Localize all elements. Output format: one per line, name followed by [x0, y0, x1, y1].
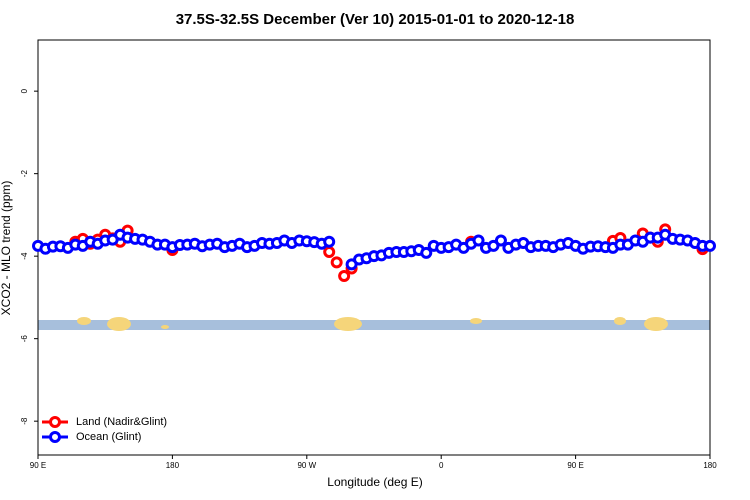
x-tick-label: 90 E: [30, 461, 46, 470]
point: [420, 246, 433, 259]
y-tick-label: -2: [20, 170, 29, 178]
x-tick-label: 0: [439, 461, 444, 470]
x-tick-label: 180: [166, 461, 180, 470]
y-tick-label: 0: [20, 88, 29, 93]
legend-label: Land (Nadir&Glint): [76, 416, 167, 428]
point: [494, 234, 507, 247]
y-tick-label: -4: [20, 252, 29, 260]
y-tick-label: -8: [20, 417, 29, 425]
point: [323, 246, 336, 259]
y-axis-label: XCO2 - MLO trend (ppm): [0, 181, 13, 316]
point: [330, 256, 343, 269]
series: [32, 228, 716, 271]
map-strip: [38, 317, 710, 331]
point: [338, 269, 351, 282]
chart-title: 37.5S-32.5S December (Ver 10) 2015-01-01…: [176, 11, 575, 28]
legend-label: Ocean (Glint): [76, 431, 141, 443]
point: [323, 235, 336, 248]
x-axis-label: Longitude (deg E): [327, 475, 422, 489]
x-tick-label: 180: [703, 461, 717, 470]
point: [487, 239, 500, 252]
x-tick-label: 90 W: [297, 461, 316, 470]
point: [472, 234, 485, 247]
legend: Land (Nadir&Glint) Ocean (Glint): [42, 416, 167, 443]
x-tick-label: 90 E: [567, 461, 583, 470]
y-tick-label: -6: [20, 335, 29, 343]
point: [704, 239, 716, 252]
